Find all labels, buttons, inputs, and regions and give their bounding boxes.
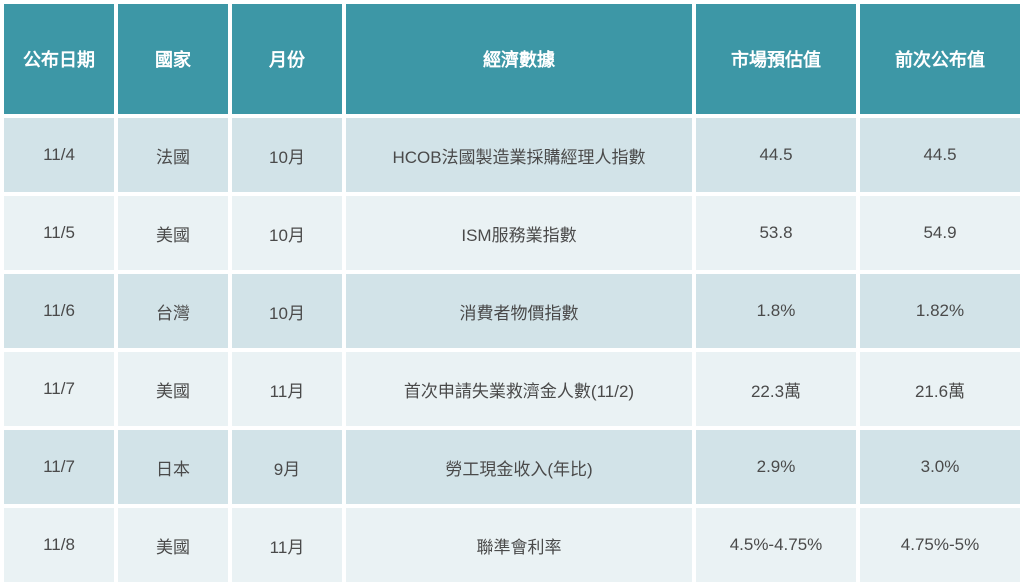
cell-indicator: 聯準會利率: [346, 508, 692, 582]
cell-estimate: 1.8%: [696, 274, 856, 348]
cell-country: 台灣: [118, 274, 228, 348]
cell-date: 11/7: [4, 430, 114, 504]
cell-prev: 3.0%: [860, 430, 1020, 504]
table-row: 11/5 美國 10月 ISM服務業指數 53.8 54.9: [4, 196, 1020, 270]
cell-country: 美國: [118, 508, 228, 582]
col-header-country: 國家: [118, 4, 228, 114]
cell-month: 11月: [232, 508, 342, 582]
col-header-date: 公布日期: [4, 4, 114, 114]
cell-country: 法國: [118, 118, 228, 192]
col-header-estimate: 市場預估值: [696, 4, 856, 114]
cell-indicator: HCOB法國製造業採購經理人指數: [346, 118, 692, 192]
table-row: 11/7 美國 11月 首次申請失業救濟金人數(11/2) 22.3萬 21.6…: [4, 352, 1020, 426]
cell-estimate: 53.8: [696, 196, 856, 270]
cell-country: 美國: [118, 196, 228, 270]
cell-estimate: 22.3萬: [696, 352, 856, 426]
economic-data-table: 公布日期 國家 月份 經濟數據 市場預估值 前次公布值 11/4 法國 10月 …: [0, 0, 1024, 586]
cell-prev: 21.6萬: [860, 352, 1020, 426]
cell-indicator: 消費者物價指數: [346, 274, 692, 348]
col-header-prev: 前次公布值: [860, 4, 1020, 114]
cell-estimate: 44.5: [696, 118, 856, 192]
cell-estimate: 2.9%: [696, 430, 856, 504]
cell-month: 10月: [232, 118, 342, 192]
cell-country: 美國: [118, 352, 228, 426]
cell-month: 10月: [232, 274, 342, 348]
cell-prev: 54.9: [860, 196, 1020, 270]
cell-month: 11月: [232, 352, 342, 426]
cell-date: 11/7: [4, 352, 114, 426]
cell-indicator: ISM服務業指數: [346, 196, 692, 270]
cell-prev: 4.75%-5%: [860, 508, 1020, 582]
cell-indicator: 首次申請失業救濟金人數(11/2): [346, 352, 692, 426]
cell-month: 9月: [232, 430, 342, 504]
table-header-row: 公布日期 國家 月份 經濟數據 市場預估值 前次公布值: [4, 4, 1020, 114]
cell-prev: 44.5: [860, 118, 1020, 192]
cell-date: 11/6: [4, 274, 114, 348]
cell-estimate: 4.5%-4.75%: [696, 508, 856, 582]
col-header-indicator: 經濟數據: [346, 4, 692, 114]
cell-month: 10月: [232, 196, 342, 270]
cell-date: 11/4: [4, 118, 114, 192]
table-row: 11/8 美國 11月 聯準會利率 4.5%-4.75% 4.75%-5%: [4, 508, 1020, 582]
col-header-month: 月份: [232, 4, 342, 114]
table-row: 11/4 法國 10月 HCOB法國製造業採購經理人指數 44.5 44.5: [4, 118, 1020, 192]
table-row: 11/7 日本 9月 勞工現金收入(年比) 2.9% 3.0%: [4, 430, 1020, 504]
cell-country: 日本: [118, 430, 228, 504]
cell-prev: 1.82%: [860, 274, 1020, 348]
table-row: 11/6 台灣 10月 消費者物價指數 1.8% 1.82%: [4, 274, 1020, 348]
cell-indicator: 勞工現金收入(年比): [346, 430, 692, 504]
cell-date: 11/8: [4, 508, 114, 582]
cell-date: 11/5: [4, 196, 114, 270]
